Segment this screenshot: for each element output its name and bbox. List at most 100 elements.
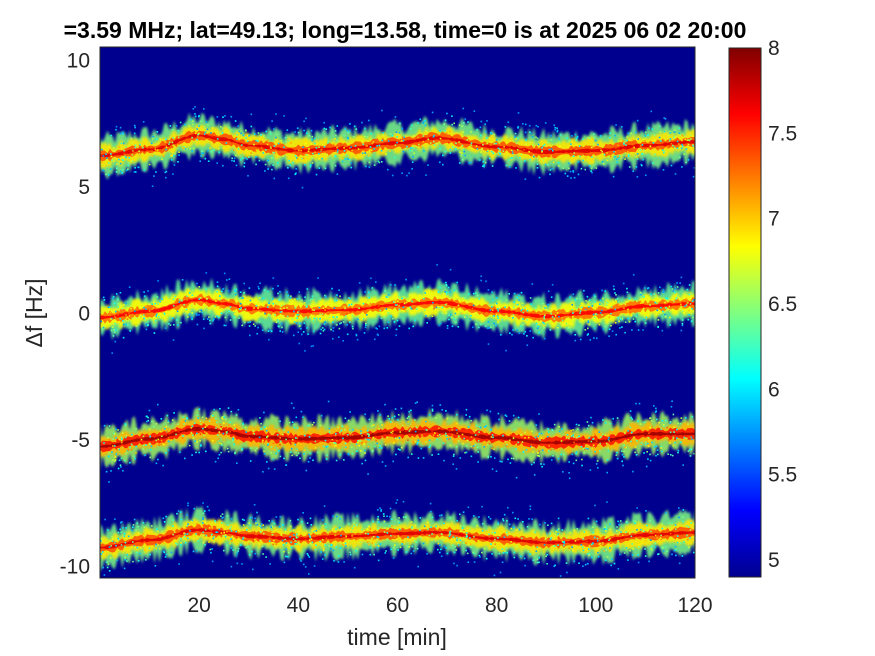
trace-speckle — [275, 429, 278, 431]
trace-speckle — [613, 156, 616, 158]
trace-speckle — [293, 407, 295, 409]
trace-speckle — [387, 294, 390, 296]
trace-speckle — [693, 430, 695, 433]
trace-speckle — [124, 436, 127, 439]
trace-speckle — [481, 147, 483, 150]
trace-speckle — [128, 312, 130, 315]
trace-speckle — [239, 158, 242, 161]
trace-speckle — [314, 137, 316, 140]
trace-speckle — [635, 402, 637, 405]
trace-speckle — [340, 432, 343, 434]
trace-speckle — [649, 459, 652, 462]
trace-speckle — [126, 324, 129, 326]
trace-speckle — [685, 304, 688, 306]
trace-speckle — [481, 551, 483, 554]
trace-speckle — [640, 302, 642, 304]
trace-speckle — [287, 177, 290, 180]
trace-speckle — [178, 151, 180, 153]
trace-speckle — [641, 429, 644, 432]
trace-speckle — [299, 443, 302, 445]
trace-speckle — [588, 165, 591, 167]
trace-speckle — [498, 148, 501, 150]
trace-speckle — [348, 297, 350, 299]
trace-speckle — [405, 278, 407, 281]
trace-speckle — [561, 428, 563, 430]
trace-speckle — [410, 521, 413, 523]
trace-speckle — [487, 343, 490, 345]
trace-speckle — [548, 148, 551, 151]
trace-speckle — [530, 463, 533, 466]
trace-speckle — [497, 147, 500, 150]
trace-speckle — [419, 529, 421, 532]
trace-speckle — [455, 298, 458, 300]
trace-speckle — [662, 424, 665, 426]
trace-speckle — [215, 290, 218, 293]
trace-speckle — [619, 155, 621, 157]
trace-speckle — [458, 538, 461, 540]
trace-speckle — [632, 470, 634, 473]
trace-speckle — [516, 303, 519, 306]
trace-speckle — [364, 413, 366, 416]
trace-speckle — [116, 167, 118, 170]
trace-speckle — [262, 524, 265, 526]
trace-speckle — [472, 551, 474, 554]
trace-speckle — [442, 163, 444, 166]
trace-speckle — [204, 510, 206, 512]
trace-speckle — [114, 329, 117, 331]
trace-speckle — [546, 435, 549, 438]
trace-speckle — [451, 325, 454, 328]
trace-speckle — [409, 302, 412, 304]
trace-speckle — [463, 122, 465, 124]
trace-speckle — [369, 437, 371, 439]
trace-speckle — [277, 285, 279, 287]
trace-speckle — [455, 142, 457, 144]
trace-speckle — [476, 148, 479, 150]
trace-speckle — [550, 135, 552, 137]
trace-speckle — [491, 309, 494, 311]
trace-speckle — [115, 544, 117, 547]
trace-speckle — [671, 400, 673, 402]
trace-speckle — [281, 331, 284, 333]
trace-speckle — [120, 531, 122, 533]
trace-speckle — [353, 522, 355, 524]
trace-speckle — [505, 415, 508, 418]
trace-speckle — [327, 304, 329, 306]
trace-speckle — [221, 517, 224, 519]
trace-speckle — [285, 438, 287, 441]
trace-speckle — [291, 421, 294, 423]
trace-speckle — [225, 324, 227, 327]
trace-speckle — [361, 139, 363, 142]
trace-speckle — [239, 296, 242, 299]
trace-speckle — [491, 165, 494, 167]
trace-speckle — [380, 421, 382, 423]
trace-speckle — [383, 520, 386, 523]
trace-speckle — [693, 523, 695, 526]
trace-speckle — [344, 428, 346, 431]
trace-speckle — [610, 306, 613, 308]
trace-speckle — [492, 299, 494, 301]
trace-speckle — [469, 318, 472, 320]
trace-speckle — [680, 303, 682, 306]
trace-speckle — [109, 540, 112, 542]
trace-speckle — [166, 430, 168, 433]
trace-speckle — [427, 164, 429, 166]
trace-speckle — [379, 543, 382, 545]
trace-speckle — [626, 139, 628, 142]
trace-speckle — [616, 417, 619, 419]
trace-speckle — [372, 424, 375, 426]
trace-speckle — [610, 312, 612, 315]
trace-speckle — [415, 541, 418, 543]
trace-speckle — [369, 146, 372, 148]
trace-speckle — [432, 301, 434, 304]
trace-speckle — [103, 574, 106, 576]
trace-speckle — [655, 445, 658, 447]
trace-speckle — [326, 153, 328, 156]
trace-speckle — [503, 146, 505, 148]
trace-speckle — [268, 338, 270, 341]
trace-speckle — [375, 148, 378, 150]
trace-speckle — [234, 452, 236, 455]
trace-speckle — [659, 148, 662, 151]
trace-speckle — [575, 452, 577, 455]
trace-speckle — [183, 539, 186, 542]
trace-speckle — [269, 329, 271, 331]
